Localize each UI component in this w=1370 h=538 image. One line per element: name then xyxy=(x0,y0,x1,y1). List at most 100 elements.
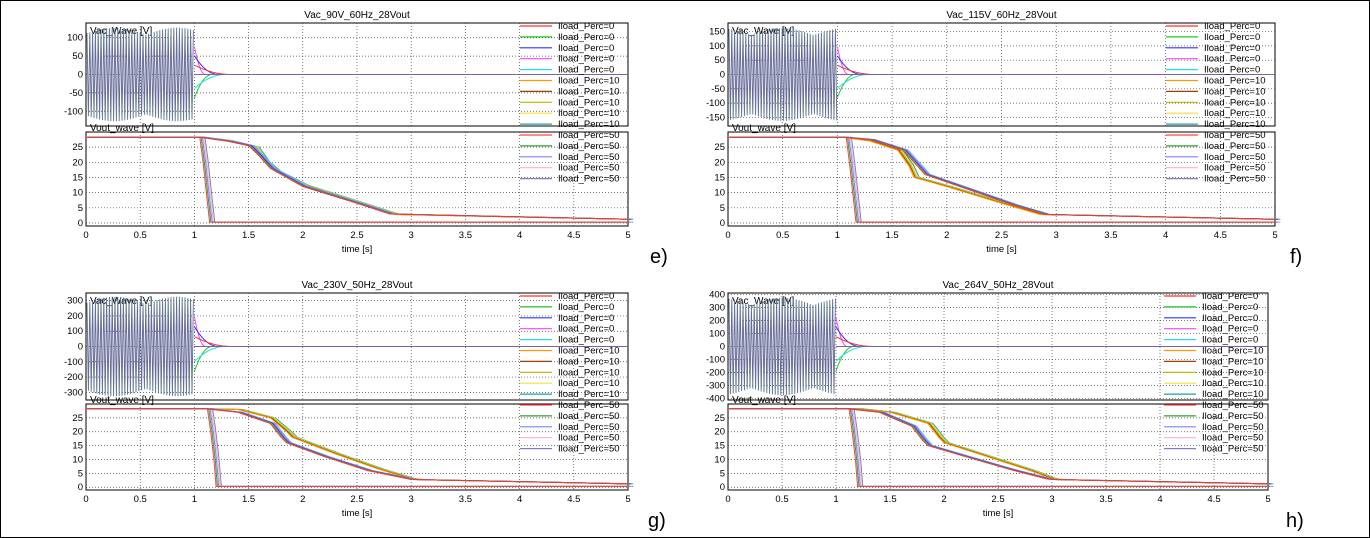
legend-label: Iload_Perc=0 xyxy=(558,43,614,54)
chart-panel-h: Vac_264V_50Hz_28Vout4003002001000-100-20… xyxy=(706,280,1274,519)
top-ylabel: Vac_Wave [V] xyxy=(732,26,794,37)
chart-title: Vac_115V_60Hz_28Vout xyxy=(946,10,1056,21)
legend-label: Iload_Perc=0 xyxy=(1202,324,1258,335)
ac-wave-series-overlay xyxy=(86,296,194,397)
chart-panel-f: Vac_115V_60Hz_28Vout150100500-50-100-150… xyxy=(706,10,1281,255)
xtick-label: 3 xyxy=(1054,230,1059,241)
bottom-ytick-label: 0 xyxy=(720,482,725,493)
top-ytick-label: -50 xyxy=(711,84,725,95)
panel-letter-g: g) xyxy=(648,510,666,532)
bottom-ytick-label: 10 xyxy=(714,454,725,465)
bottom-ytick-label: 15 xyxy=(72,441,83,452)
top-ytick-label: 300 xyxy=(709,302,725,313)
legend-label: Iload_Perc=10 xyxy=(1204,108,1266,119)
bottom-ytick-label: 20 xyxy=(72,427,83,438)
top-ytick-label: 100 xyxy=(67,33,83,44)
legend-label: Iload_Perc=0 xyxy=(558,302,614,313)
ac-decay-trace xyxy=(836,74,855,98)
legend-label: Iload_Perc=0 xyxy=(558,32,614,43)
legend-label: Iload_Perc=10 xyxy=(558,86,620,97)
xtick-label: 3.5 xyxy=(1099,494,1112,505)
legend-label: Iload_Perc=0 xyxy=(558,291,614,302)
legend-label: Iload_Perc=10 xyxy=(558,97,620,108)
ac-decay-trace xyxy=(193,346,212,372)
bottom-ytick-label: 0 xyxy=(720,218,725,229)
chart-title: Vac_230V_50Hz_28Vout xyxy=(301,280,412,291)
bottom-ytick-label: 5 xyxy=(720,203,725,214)
legend-label: Iload_Perc=10 xyxy=(558,76,620,87)
legend-label: Iload_Perc=0 xyxy=(1202,302,1258,313)
legend-label: Iload_Perc=50 xyxy=(1202,400,1264,411)
legend-label: Iload_Perc=10 xyxy=(558,356,620,367)
xtick-label: 0.5 xyxy=(776,230,789,241)
xtick-label: 4.5 xyxy=(1207,494,1220,505)
legend-label: Iload_Perc=10 xyxy=(558,378,620,389)
bottom-ylabel: Vout_wave [V] xyxy=(90,123,154,134)
xtick-label: 1 xyxy=(833,494,838,505)
chart-panel-e: Vac_90V_60Hz_28Vout100500-50-100Vac_Wave… xyxy=(64,10,634,255)
bottom-ytick-label: 15 xyxy=(714,172,725,183)
xtick-label: 1.5 xyxy=(883,494,896,505)
xtick-label: 1.5 xyxy=(242,230,255,241)
top-ylabel: Vac_Wave [V] xyxy=(732,296,794,307)
bottom-ytick-label: 15 xyxy=(714,441,725,452)
top-ytick-label: -50 xyxy=(69,88,83,99)
legend-label: Iload_Perc=10 xyxy=(1204,119,1266,130)
legend-label: Iload_Perc=10 xyxy=(1202,367,1264,378)
xtick-label: 1 xyxy=(835,230,840,241)
legend-label: Iload_Perc=50 xyxy=(558,444,620,455)
legend-label: Iload_Perc=10 xyxy=(558,108,620,119)
legend-label: Iload_Perc=50 xyxy=(1204,130,1266,141)
legend-label: Iload_Perc=50 xyxy=(558,411,620,422)
top-ytick-label: -400 xyxy=(706,394,725,405)
xtick-label: 3 xyxy=(1049,494,1054,505)
legend-label: Iload_Perc=0 xyxy=(558,54,614,65)
bottom-ytick-label: 5 xyxy=(720,468,725,479)
legend-label: Iload_Perc=0 xyxy=(1204,32,1260,43)
bottom-ytick-label: 25 xyxy=(714,413,725,424)
legend-label: Iload_Perc=50 xyxy=(558,130,620,141)
legend-label: Iload_Perc=10 xyxy=(558,119,620,130)
chart-title: Vac_90V_60Hz_28Vout xyxy=(304,10,410,21)
xtick-label: 3.5 xyxy=(459,230,472,241)
top-ytick-label: 50 xyxy=(72,51,83,62)
xtick-label: 0.5 xyxy=(134,494,147,505)
legend-label: Iload_Perc=50 xyxy=(1204,152,1266,163)
xtick-label: 5 xyxy=(625,494,630,505)
chart-panel-g: Vac_230V_50Hz_28Vout3002001000-100-200-3… xyxy=(64,280,634,519)
xaxis-label: time [s] xyxy=(342,244,373,255)
legend-label: Iload_Perc=0 xyxy=(558,21,614,32)
legend-label: Iload_Perc=50 xyxy=(558,141,620,152)
xtick-label: 0.5 xyxy=(775,494,788,505)
bottom-ytick-label: 15 xyxy=(72,172,83,183)
legend-label: Iload_Perc=50 xyxy=(558,400,620,411)
legend-label: Iload_Perc=50 xyxy=(1202,433,1264,444)
bottom-ytick-label: 5 xyxy=(78,468,83,479)
legend-label: Iload_Perc=0 xyxy=(1204,65,1260,76)
legend-label: Iload_Perc=50 xyxy=(558,152,620,163)
bottom-ytick-label: 10 xyxy=(72,188,83,199)
vout-series-line xyxy=(86,136,629,220)
top-ytick-label: 0 xyxy=(720,342,725,353)
panel-letter-h: h) xyxy=(1286,510,1304,532)
ac-wave-series-overlay xyxy=(728,297,836,396)
xtick-label: 4 xyxy=(517,494,522,505)
legend-label: Iload_Perc=0 xyxy=(1202,291,1258,302)
bottom-ytick-label: 20 xyxy=(72,157,83,168)
xtick-label: 0.5 xyxy=(134,230,147,241)
bottom-ylabel: Vout_wave [V] xyxy=(90,395,154,406)
bottom-ytick-label: 10 xyxy=(72,454,83,465)
legend-label: Iload_Perc=10 xyxy=(1202,378,1264,389)
top-ytick-label: -100 xyxy=(64,357,83,368)
bottom-ytick-label: 20 xyxy=(714,427,725,438)
xtick-label: 1.5 xyxy=(885,230,898,241)
xtick-label: 0 xyxy=(83,494,88,505)
bottom-ytick-label: 10 xyxy=(714,188,725,199)
xtick-label: 2 xyxy=(300,494,305,505)
top-ytick-label: 0 xyxy=(78,342,83,353)
bottom-ytick-label: 25 xyxy=(714,142,725,153)
xtick-label: 4.5 xyxy=(567,230,580,241)
legend-label: Iload_Perc=0 xyxy=(1204,43,1260,54)
top-ytick-label: -300 xyxy=(706,381,725,392)
xtick-label: 4 xyxy=(1157,494,1162,505)
